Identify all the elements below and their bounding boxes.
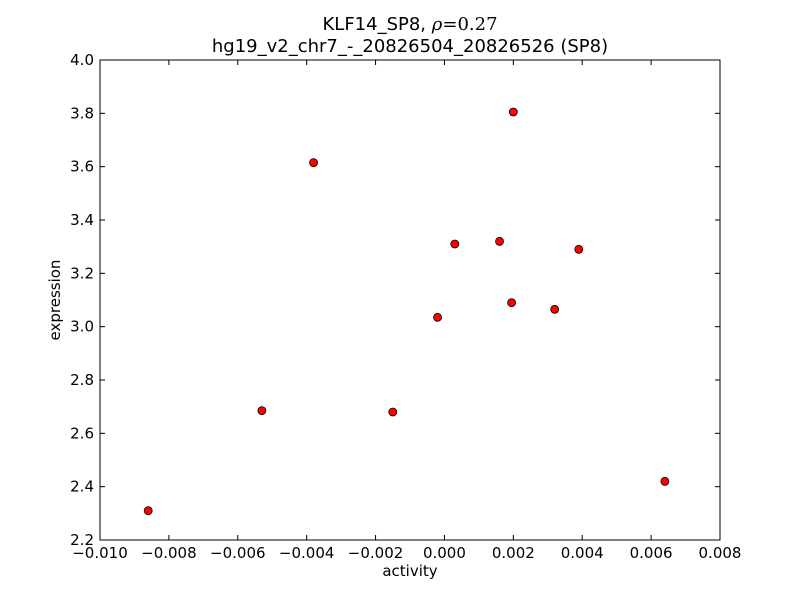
y-tick-label: 3.4 bbox=[70, 211, 94, 229]
x-tick-label: 0.008 bbox=[699, 544, 742, 562]
y-tick-label: 3.8 bbox=[70, 104, 94, 122]
y-tick-label: 3.2 bbox=[70, 264, 94, 282]
x-tick-label: −0.006 bbox=[210, 544, 266, 562]
x-tick-label: −0.004 bbox=[279, 544, 335, 562]
data-point bbox=[388, 407, 398, 417]
y-axis-label: expression bbox=[46, 260, 64, 341]
data-point bbox=[143, 506, 153, 516]
x-tick-label: 0.004 bbox=[561, 544, 604, 562]
x-tick-label: 0.002 bbox=[492, 544, 535, 562]
data-point bbox=[660, 476, 670, 486]
points-layer bbox=[143, 107, 670, 516]
x-tick-label: 0.006 bbox=[630, 544, 673, 562]
data-point bbox=[450, 239, 460, 249]
title-equals: = bbox=[442, 14, 457, 35]
x-tick-label: −0.002 bbox=[348, 544, 404, 562]
plot-frame bbox=[99, 59, 721, 541]
chart-title: KLF14_SP8, ρ=0.27 bbox=[322, 14, 497, 35]
y-tick-label: 2.8 bbox=[70, 371, 94, 389]
y-tick-label: 3.0 bbox=[70, 318, 94, 336]
data-point bbox=[495, 236, 504, 246]
x-tick-label: −0.008 bbox=[141, 544, 197, 562]
data-point bbox=[257, 406, 267, 416]
y-tick-label: 4.0 bbox=[70, 51, 94, 69]
chart-title-prefix: KLF14_SP8, bbox=[322, 14, 431, 35]
x-tick-label: 0.000 bbox=[423, 544, 466, 562]
chart-subtitle: hg19_v2_chr7_-_20826504_20826526 (SP8) bbox=[212, 36, 608, 57]
data-point bbox=[508, 107, 518, 117]
y-tick-label: 2.4 bbox=[70, 478, 94, 496]
rho-value: 0.27 bbox=[457, 14, 497, 35]
rho-symbol: ρ bbox=[431, 14, 443, 35]
x-axis-label: activity bbox=[382, 562, 437, 580]
ticks-layer: −0.010 −0.008 −0.006 −0.004 −0.002 0.000 0.002… bbox=[70, 51, 741, 562]
x-tick-label: −0.010 bbox=[72, 544, 128, 562]
data-point bbox=[507, 298, 517, 308]
y-tick-label: 3.6 bbox=[70, 158, 94, 176]
data-point bbox=[574, 244, 584, 254]
y-tick-label: 2.6 bbox=[70, 424, 94, 442]
y-tick-label: 2.2 bbox=[70, 531, 94, 549]
data-point bbox=[433, 312, 442, 322]
data-point bbox=[309, 158, 318, 168]
data-point bbox=[550, 304, 560, 314]
